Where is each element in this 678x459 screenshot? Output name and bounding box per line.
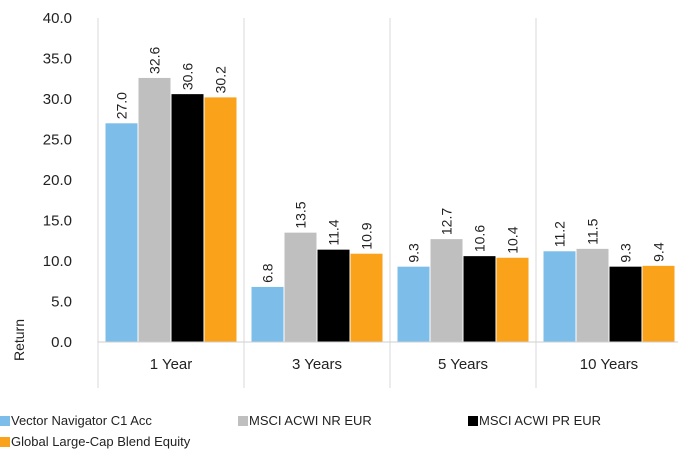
bar bbox=[642, 265, 675, 342]
y-tick-label: 40.0 bbox=[43, 10, 72, 27]
legend: Vector Navigator C1 Acc MSCI ACWI NR EUR M… bbox=[0, 413, 601, 449]
data-label: 9.3 bbox=[618, 243, 634, 263]
legend-label: MSCI ACWI PR EUR bbox=[479, 413, 601, 428]
bar bbox=[204, 97, 237, 342]
bar bbox=[138, 77, 171, 342]
bar bbox=[609, 266, 642, 342]
gridlines bbox=[97, 18, 537, 388]
bar bbox=[397, 266, 430, 342]
y-tick-label: 20.0 bbox=[43, 172, 72, 189]
x-tick-label: 1 Year bbox=[150, 356, 193, 373]
data-label: 9.3 bbox=[406, 243, 422, 263]
y-axis-title: Return bbox=[11, 319, 27, 361]
y-tick-label: 25.0 bbox=[43, 132, 72, 149]
y-axis-ticks: 0.0 5.0 10.0 15.0 20.0 25.0 30.0 35.0 40.0 bbox=[43, 10, 72, 351]
legend-label: MSCI ACWI NR EUR bbox=[249, 413, 372, 428]
bar bbox=[496, 257, 529, 342]
bar bbox=[251, 286, 284, 342]
legend-label: Vector Navigator C1 Acc bbox=[11, 413, 152, 428]
bar bbox=[576, 248, 609, 342]
data-label: 32.6 bbox=[147, 46, 163, 73]
data-label: 13.5 bbox=[293, 201, 309, 228]
bar bbox=[543, 251, 576, 342]
data-label: 6.8 bbox=[260, 263, 276, 283]
y-tick-label: 0.0 bbox=[51, 334, 72, 351]
y-tick-label: 15.0 bbox=[43, 213, 72, 230]
bar bbox=[350, 253, 383, 342]
data-label: 27.0 bbox=[114, 92, 130, 119]
data-label: 11.2 bbox=[552, 221, 568, 247]
data-label: 11.5 bbox=[585, 218, 601, 244]
y-tick-label: 10.0 bbox=[43, 253, 72, 270]
bar bbox=[317, 249, 350, 342]
legend-swatch bbox=[0, 416, 10, 426]
data-label: 12.7 bbox=[439, 208, 455, 235]
x-tick-label: 5 Years bbox=[438, 356, 488, 373]
y-tick-label: 35.0 bbox=[43, 51, 72, 68]
data-label: 9.4 bbox=[651, 242, 667, 262]
data-labels: 27.0 32.6 30.6 30.2 6.8 13.5 11.4 10.9 9.3 12.7 10… bbox=[114, 46, 667, 282]
x-tick-label: 10 Years bbox=[580, 356, 638, 373]
data-label: 11.4 bbox=[326, 219, 342, 245]
bar bbox=[284, 232, 317, 342]
data-label: 10.9 bbox=[359, 222, 375, 249]
bar bbox=[105, 123, 138, 342]
data-label: 10.4 bbox=[505, 226, 521, 253]
x-axis-ticks: 1 Year 3 Years 5 Years 10 Years bbox=[150, 356, 638, 373]
y-tick-label: 30.0 bbox=[43, 91, 72, 108]
bar bbox=[171, 94, 204, 342]
data-label: 30.2 bbox=[213, 66, 229, 93]
legend-swatch bbox=[468, 416, 478, 426]
x-tick-label: 3 Years bbox=[292, 356, 342, 373]
bars bbox=[105, 77, 675, 342]
legend-swatch bbox=[238, 416, 248, 426]
legend-swatch bbox=[0, 437, 10, 447]
data-label: 30.6 bbox=[180, 63, 196, 90]
bar bbox=[463, 256, 496, 342]
y-tick-label: 5.0 bbox=[51, 294, 72, 311]
data-label: 10.6 bbox=[472, 225, 488, 252]
bar bbox=[430, 239, 463, 342]
legend-label: Global Large-Cap Blend Equity bbox=[11, 434, 191, 449]
